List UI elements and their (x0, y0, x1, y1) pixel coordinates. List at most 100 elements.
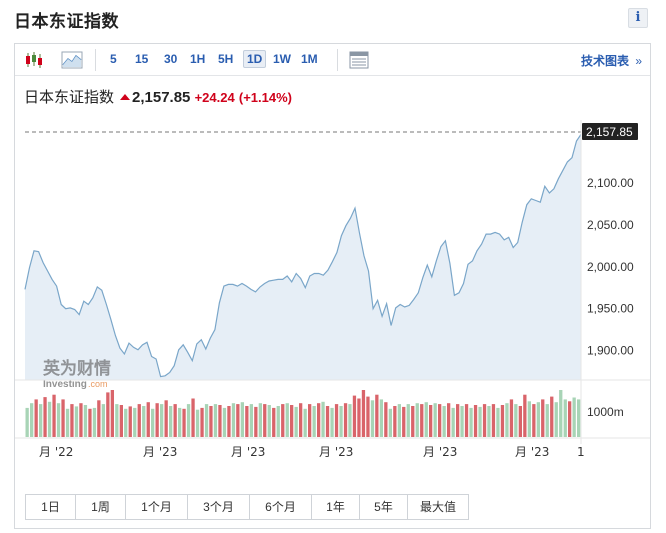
volume-bar (240, 402, 244, 437)
range-button-5[interactable]: 1年 (312, 495, 360, 519)
range-button-3[interactable]: 3个月 (188, 495, 250, 519)
interval-5[interactable]: 5 (110, 52, 117, 66)
interval-1d[interactable]: 1D (243, 50, 267, 68)
volume-bar (142, 406, 146, 437)
volume-bar (182, 408, 186, 437)
volume-bar (267, 405, 271, 437)
volume-bar (119, 405, 123, 437)
watermark-brand: 英为财情 (43, 358, 111, 379)
volume-bar (151, 408, 155, 437)
interval-15[interactable]: 15 (135, 52, 149, 66)
volume-bar (34, 399, 38, 437)
technical-chart-label: 技术图表 (580, 54, 629, 68)
volume-bar (146, 402, 150, 437)
volume-bar (357, 398, 361, 437)
interval-1w[interactable]: 1W (273, 52, 291, 66)
volume-bar (352, 395, 357, 437)
chart-widget: 5 15 30 1H 5H 1D 1W 1M 技术图表 » 日本东证指数 2,15… (14, 43, 651, 529)
interval-30[interactable]: 30 (164, 52, 178, 66)
volume-bar (442, 406, 446, 437)
range-button-2[interactable]: 1个月 (126, 495, 188, 519)
volume-bar (195, 409, 200, 437)
range-button-4[interactable]: 6个月 (250, 495, 312, 519)
interval-1h[interactable]: 1H (190, 52, 206, 66)
volume-bar (541, 399, 545, 437)
volume-bar (200, 407, 204, 437)
volume-bar (429, 405, 433, 437)
volume-bar (379, 399, 383, 437)
volume-bar (509, 399, 514, 437)
volume-bar (500, 405, 505, 437)
volume-bar (133, 407, 137, 437)
volume-bar (433, 403, 437, 437)
volume-bar (572, 397, 576, 437)
volume-bar (447, 403, 451, 437)
volume-bar (83, 405, 88, 437)
volume-bar (375, 394, 379, 437)
volume-bar (473, 405, 478, 437)
range-button-1[interactable]: 1周 (76, 495, 126, 519)
volume-bar (227, 406, 231, 437)
chart-toolbar: 5 15 30 1H 5H 1D 1W 1M 技术图表 » (15, 44, 650, 76)
info-icon[interactable]: i (628, 8, 648, 28)
volume-bar (393, 406, 397, 437)
price-area-fill (25, 134, 581, 380)
volume-bar (411, 406, 415, 437)
last-price-tag (582, 123, 638, 140)
x-tick-label: 月 '23 (515, 445, 549, 459)
range-button-0[interactable]: 1日 (26, 495, 76, 519)
volume-bar (137, 404, 141, 437)
volume-bar (415, 403, 419, 437)
volume-bar (70, 404, 74, 437)
volume-bar (258, 403, 262, 437)
volume-bar (361, 390, 366, 437)
volume-bar (110, 390, 114, 437)
price-change: +24.24 (194, 90, 235, 105)
volume-bar (74, 406, 79, 437)
volume-bar (308, 404, 312, 437)
interval-1m[interactable]: 1M (301, 52, 318, 66)
volume-bar (451, 407, 455, 437)
volume-bar (527, 401, 531, 437)
volume-bar (343, 403, 348, 437)
volume-bar (424, 402, 428, 437)
arrow-up-icon (120, 94, 131, 100)
volume-bar (370, 400, 375, 437)
volume-bar (505, 403, 509, 437)
volume-bar (30, 403, 34, 437)
volume-bar (65, 408, 70, 437)
table-view-icon[interactable] (348, 50, 370, 70)
volume-bar (56, 403, 61, 437)
volume-bar (518, 406, 522, 437)
volume-bar (290, 405, 294, 437)
volume-bar (317, 403, 321, 437)
range-button-6[interactable]: 5年 (360, 495, 408, 519)
volume-bar (254, 406, 258, 437)
volume-bar (438, 404, 442, 437)
range-button-7[interactable]: 最大值 (408, 495, 468, 519)
volume-bar (299, 403, 303, 437)
volume-bar (523, 394, 527, 437)
volume-bar (178, 407, 182, 437)
volume-bar (334, 404, 339, 437)
volume-bar (52, 394, 56, 437)
chevron-right-icon: » (635, 54, 642, 68)
technical-chart-link[interactable]: 技术图表 » (581, 52, 642, 69)
volume-bar (43, 397, 47, 437)
y-tick-label: 2,050.00 (587, 218, 634, 232)
volume-bar (160, 404, 164, 437)
x-tick-label: 月 '23 (319, 445, 353, 459)
volume-bar (124, 408, 128, 437)
interval-5h[interactable]: 5H (218, 52, 234, 66)
volume-bar (204, 404, 209, 437)
area-chart-icon[interactable] (61, 50, 83, 70)
volume-bar (568, 401, 572, 437)
price-line (24, 134, 582, 378)
volume-bar (325, 406, 330, 437)
volume-bar (106, 392, 110, 437)
x-tick-label: 1 (577, 445, 585, 459)
volume-bar (47, 401, 52, 438)
volume-bar (97, 400, 101, 437)
candlestick-icon[interactable] (23, 50, 45, 70)
